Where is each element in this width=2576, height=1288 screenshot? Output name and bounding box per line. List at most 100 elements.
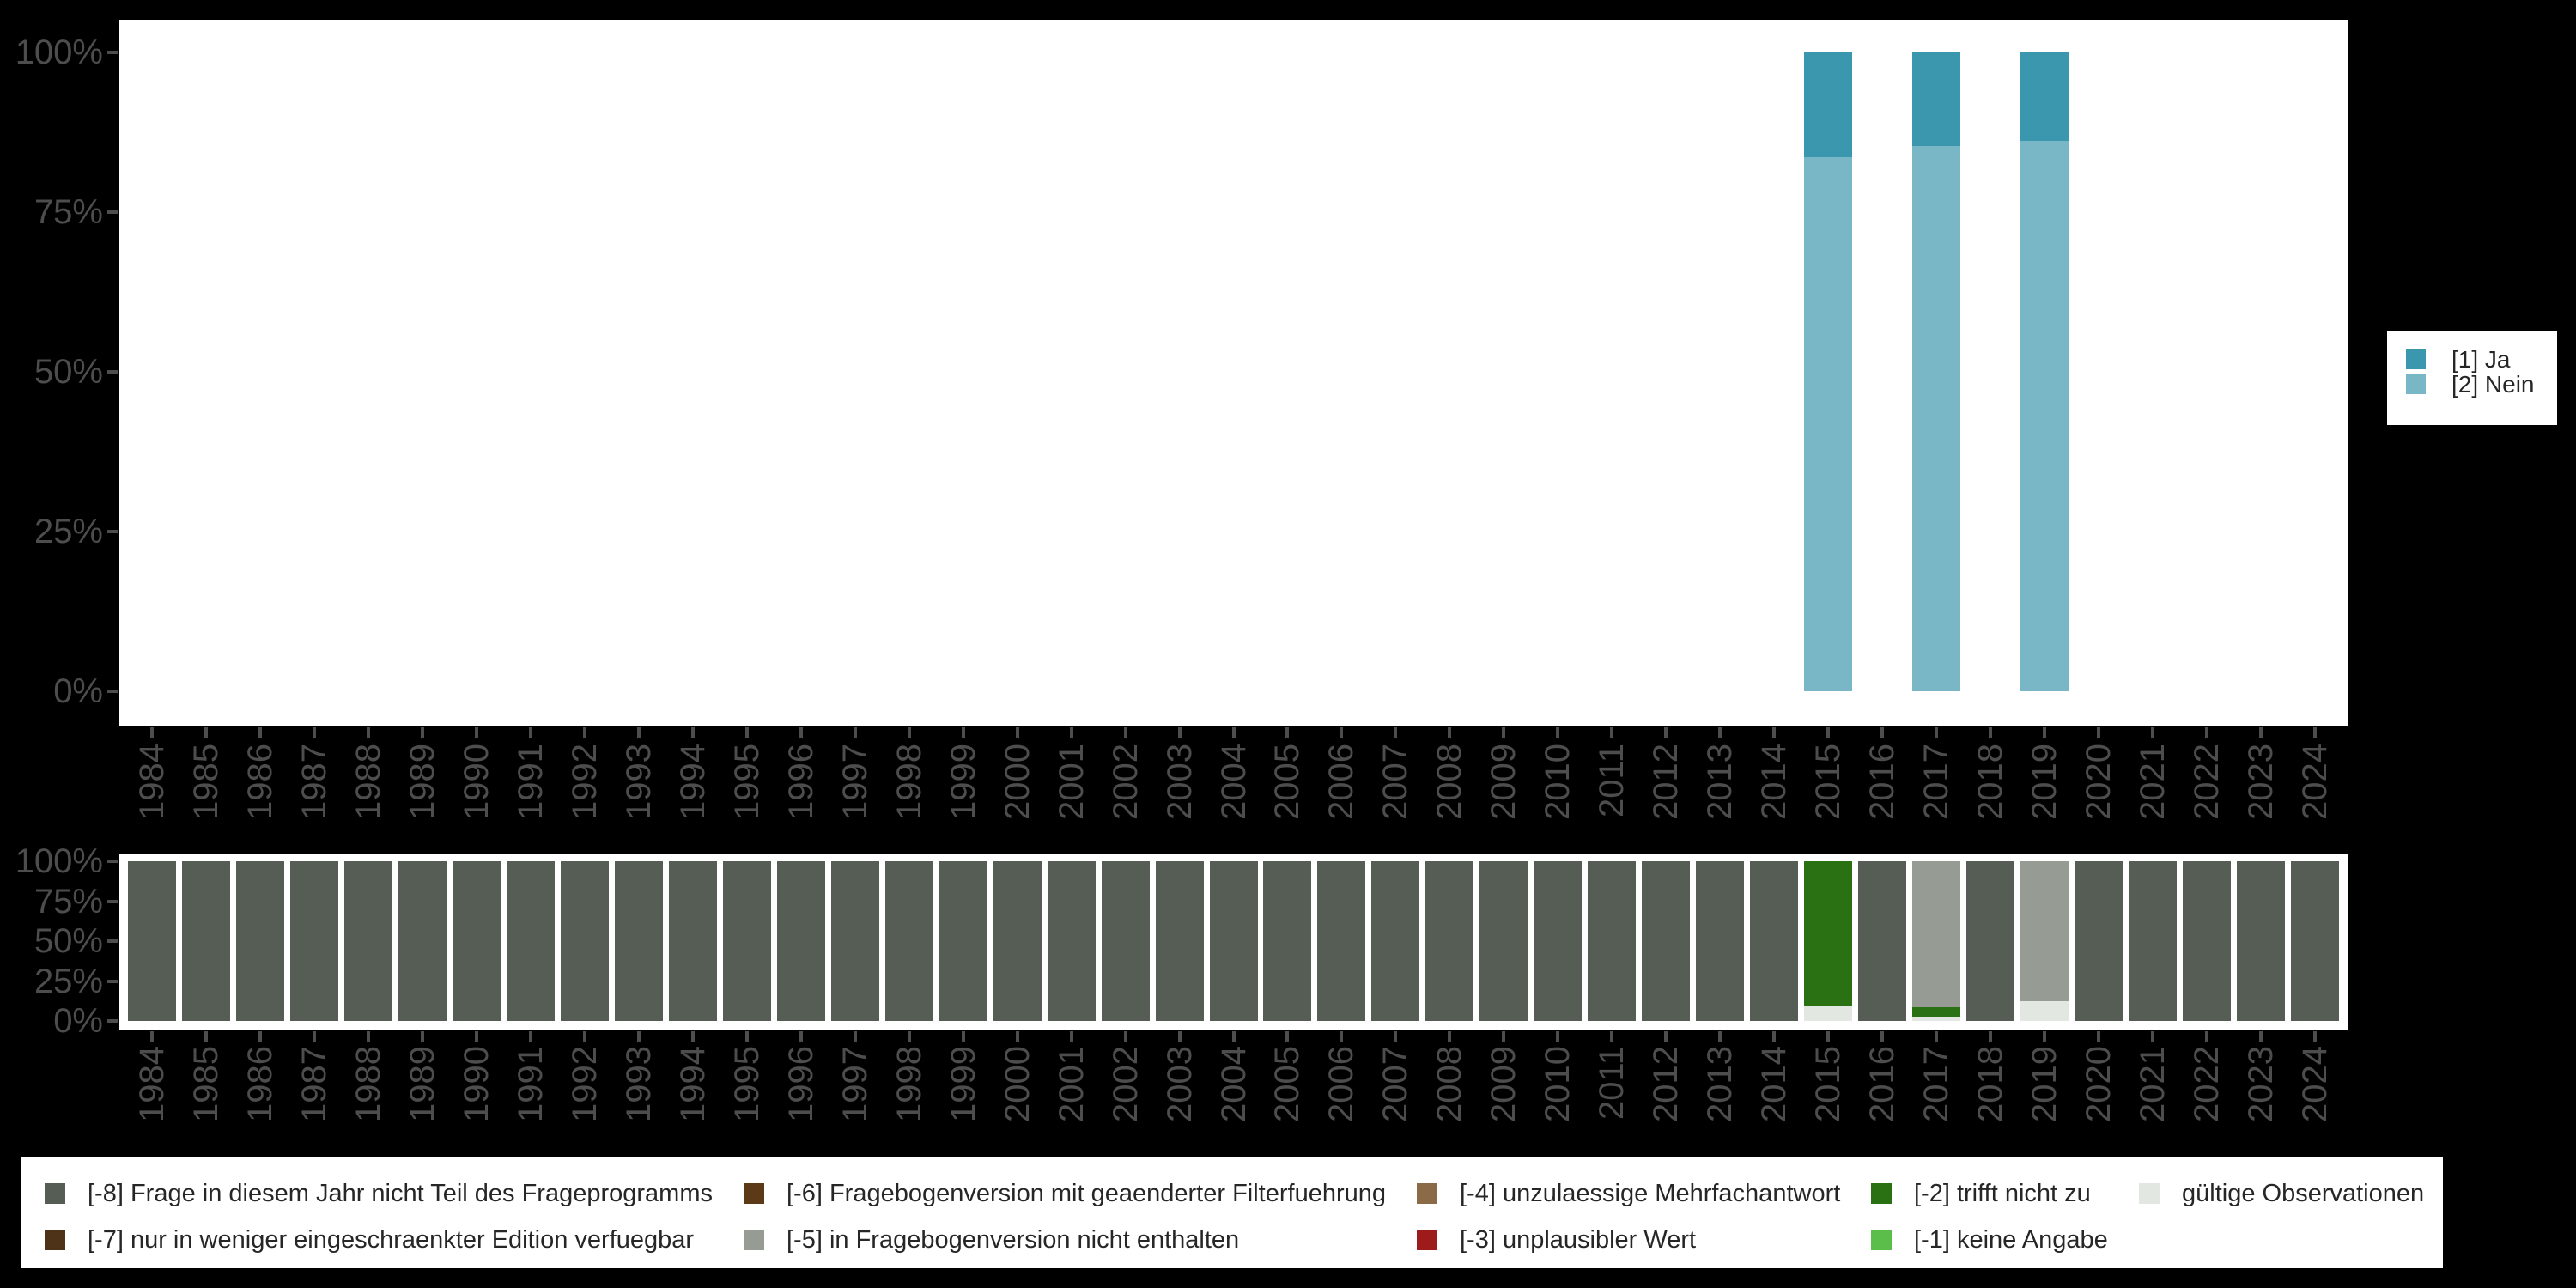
- responses-x-year-label: 2023: [2242, 744, 2280, 820]
- tick-mark: [1394, 1031, 1397, 1042]
- responses-x-year-label: 1990: [458, 744, 495, 820]
- tick-mark: [204, 1031, 208, 1042]
- legend-label: [-1] keine Angabe: [1914, 1226, 2108, 1254]
- tick-mark: [107, 860, 118, 863]
- missings-y-tick-label: 75%: [33, 882, 103, 920]
- legend-label: [-5] in Fragebogenversion nicht enthalte…: [787, 1226, 1240, 1254]
- bar-segment: [1371, 861, 1419, 1021]
- tick-mark: [1826, 727, 1830, 738]
- tick-mark: [583, 1031, 586, 1042]
- missing-codes-legend: [-8] Frage in diesem Jahr nicht Teil des…: [21, 1157, 2443, 1268]
- responses-y-tick-label: 100%: [15, 33, 103, 71]
- responses-x-year-label: 2024: [2296, 744, 2334, 820]
- tick-mark: [475, 1031, 478, 1042]
- tick-mark: [691, 1031, 695, 1042]
- responses-x-year-label: 2001: [1053, 744, 1091, 820]
- bar-segment: [1912, 146, 1960, 691]
- tick-mark: [1124, 1031, 1127, 1042]
- missings-x-year-label: 2024: [2296, 1046, 2334, 1122]
- tick-mark: [258, 727, 262, 738]
- legend-label: [2] Nein: [2451, 371, 2535, 398]
- tick-mark: [421, 727, 424, 738]
- responses-x-year-label: 2021: [2134, 744, 2172, 820]
- missings-x-year-label: 2001: [1053, 1046, 1091, 1122]
- tick-mark: [1880, 727, 1884, 738]
- bar-segment: [1966, 861, 2014, 1021]
- tick-mark: [475, 727, 478, 738]
- responses-x-year-label: 1988: [349, 744, 387, 820]
- missings-x-year-label: 2020: [2080, 1046, 2117, 1122]
- missings-x-year-label: 1996: [782, 1046, 820, 1122]
- tick-mark: [1285, 727, 1289, 738]
- responses-x-year-label: 2009: [1485, 744, 1522, 820]
- missings-x-year-label: 2007: [1376, 1046, 1414, 1122]
- responses-x-year-label: 1984: [133, 744, 171, 820]
- bar-segment: [236, 861, 284, 1021]
- responses-y-tick-label: 50%: [33, 353, 103, 391]
- bar-segment: [182, 861, 230, 1021]
- bar-segment: [1425, 861, 1473, 1021]
- missings-x-year-label: 1993: [620, 1046, 658, 1122]
- missings-x-year-label: 2016: [1863, 1046, 1901, 1122]
- tick-mark: [1556, 727, 1559, 738]
- tick-mark: [1340, 1031, 1343, 1042]
- tick-mark: [2043, 1031, 2046, 1042]
- tick-mark: [1935, 727, 1938, 738]
- tick-mark: [1664, 727, 1668, 738]
- missings-x-year-label: 2018: [1971, 1046, 2009, 1122]
- responses-x-year-label: 1992: [566, 744, 604, 820]
- tick-mark: [1556, 1031, 1559, 1042]
- tick-mark: [529, 1031, 532, 1042]
- responses-x-year-label: 2002: [1107, 744, 1145, 820]
- tick-mark: [1610, 1031, 1613, 1042]
- missings-x-year-label: 1988: [349, 1046, 387, 1122]
- bar-segment: [1048, 861, 1096, 1021]
- bar-segment: [669, 861, 717, 1021]
- responses-x-year-label: 2012: [1647, 744, 1685, 820]
- legend-label: [-6] Fragebogenversion mit geaenderter F…: [787, 1180, 1386, 1207]
- missings-y-tick-label: 50%: [33, 922, 103, 960]
- missings-x-year-label: 2004: [1215, 1046, 1253, 1122]
- tick-mark: [1016, 1031, 1019, 1042]
- bar-segment: [777, 861, 825, 1021]
- bar-segment: [507, 861, 555, 1021]
- bar-segment: [1858, 861, 1906, 1021]
- bar-segment: [1642, 861, 1690, 1021]
- responses-x-year-label: 2014: [1755, 744, 1793, 820]
- responses-x-year-label: 2005: [1268, 744, 1306, 820]
- tick-mark: [1502, 1031, 1505, 1042]
- responses-x-year-label: 2004: [1215, 744, 1253, 820]
- tick-mark: [107, 210, 118, 214]
- tick-mark: [2259, 727, 2263, 738]
- tick-mark: [745, 727, 749, 738]
- missings-x-year-label: 1992: [566, 1046, 604, 1122]
- bar-segment: [1912, 1007, 1960, 1017]
- bar-segment: [1317, 861, 1365, 1021]
- tick-mark: [107, 979, 118, 983]
- bar-segment: [1696, 861, 1744, 1021]
- missings-x-year-label: 2009: [1485, 1046, 1522, 1122]
- tick-mark: [1285, 1031, 1289, 1042]
- tick-mark: [1610, 727, 1613, 738]
- responses-x-year-label: 1999: [945, 744, 982, 820]
- responses-x-year-label: 1994: [674, 744, 712, 820]
- missings-x-year-label: 2014: [1755, 1046, 1793, 1122]
- tick-mark: [107, 51, 118, 54]
- bar-segment: [1912, 52, 1960, 146]
- legend-label: gültige Observationen: [2182, 1180, 2425, 1207]
- tick-mark: [1772, 1031, 1776, 1042]
- bar-segment: [939, 861, 987, 1021]
- tick-mark: [1016, 727, 1019, 738]
- tick-mark: [1826, 1031, 1830, 1042]
- bar-segment: [1210, 861, 1258, 1021]
- missings-x-year-label: 2010: [1539, 1046, 1577, 1122]
- responses-y-tick-label: 75%: [33, 193, 103, 231]
- missings-x-year-label: 2021: [2134, 1046, 2172, 1122]
- missings-x-year-label: 2002: [1107, 1046, 1145, 1122]
- responses-x-year-label: 2013: [1701, 744, 1739, 820]
- tick-mark: [1935, 1031, 1938, 1042]
- responses-y-tick-label: 25%: [33, 513, 103, 550]
- tick-mark: [637, 727, 641, 738]
- tick-mark: [2205, 727, 2208, 738]
